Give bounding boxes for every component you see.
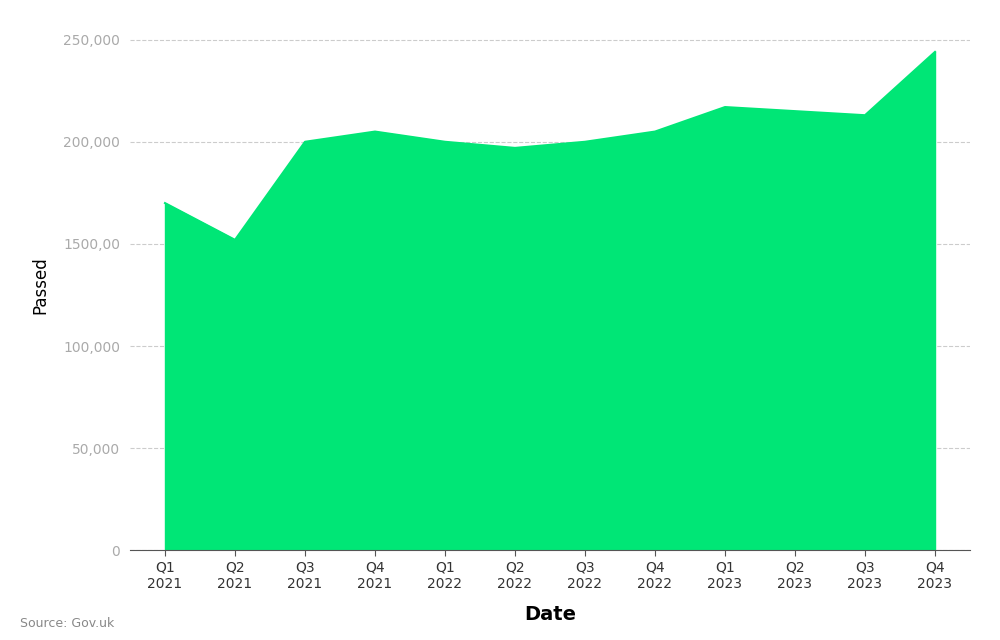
Y-axis label: Passed: Passed (31, 256, 49, 314)
X-axis label: Date: Date (524, 605, 576, 624)
Text: Source: Gov.uk: Source: Gov.uk (20, 617, 114, 630)
